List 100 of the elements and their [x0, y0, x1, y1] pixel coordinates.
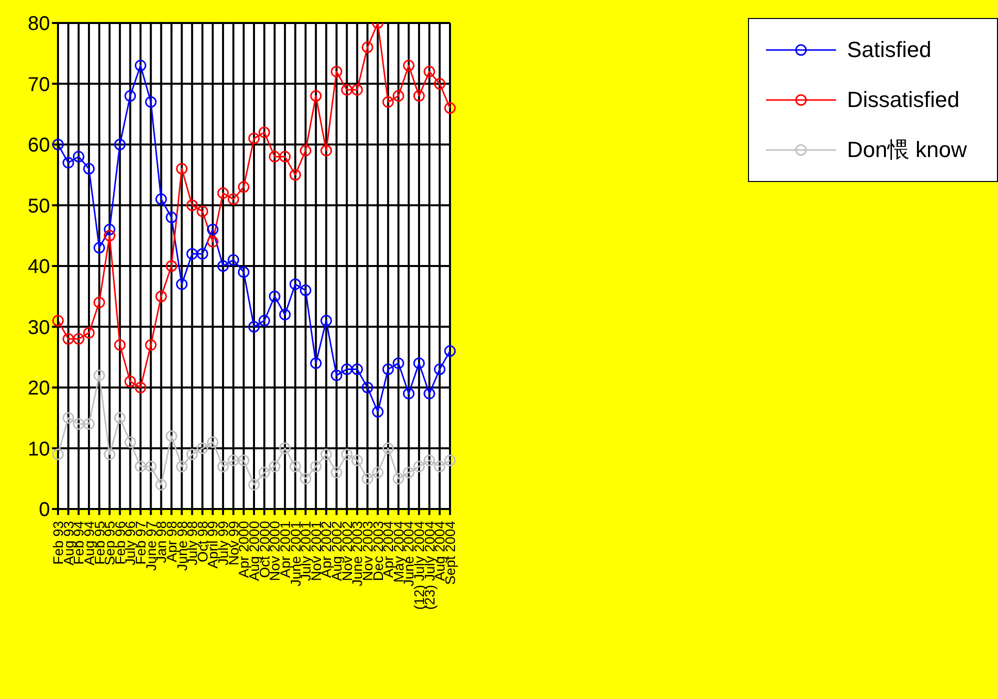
- point: [341, 448, 353, 460]
- point: [104, 224, 116, 236]
- point: [166, 212, 178, 224]
- point: [402, 388, 414, 400]
- point: [72, 333, 84, 345]
- point: [206, 436, 218, 448]
- point: [104, 230, 116, 242]
- point: [134, 382, 146, 394]
- point: [83, 327, 95, 339]
- y-tick-label: 10: [28, 438, 50, 460]
- point: [413, 90, 425, 102]
- y-tick-label: 40: [28, 256, 50, 278]
- point: [310, 460, 322, 472]
- point: [320, 144, 332, 156]
- point: [94, 242, 106, 254]
- point: [341, 84, 353, 96]
- point: [248, 478, 260, 490]
- point: [320, 448, 332, 460]
- point: [83, 163, 95, 175]
- point: [62, 412, 74, 424]
- point: [166, 260, 178, 272]
- point: [268, 290, 280, 302]
- point: [94, 296, 106, 308]
- point: [290, 169, 302, 181]
- point: [83, 418, 95, 430]
- point: [300, 472, 312, 484]
- point: [444, 454, 456, 466]
- y-tick-label: 80: [28, 13, 50, 36]
- point: [258, 466, 270, 478]
- point: [372, 406, 384, 418]
- point: [351, 84, 363, 96]
- point: [402, 466, 414, 478]
- y-tick-label: 70: [28, 74, 50, 96]
- point: [238, 454, 250, 466]
- y-tick-label: 20: [28, 378, 50, 400]
- point: [290, 460, 302, 472]
- point: [300, 284, 312, 296]
- point: [62, 333, 74, 345]
- point: [402, 60, 414, 72]
- point: [186, 448, 198, 460]
- point: [114, 412, 126, 424]
- point: [206, 236, 218, 248]
- point: [279, 442, 291, 454]
- point: [444, 102, 456, 114]
- point: [217, 260, 229, 272]
- point: [114, 138, 126, 150]
- point: [310, 357, 322, 369]
- point: [217, 460, 229, 472]
- point: [176, 163, 188, 175]
- point: [434, 364, 446, 376]
- point: [413, 357, 425, 369]
- point: [217, 187, 229, 199]
- point: [444, 345, 456, 357]
- point: [258, 126, 270, 138]
- point: [186, 200, 198, 211]
- point: [124, 376, 136, 388]
- point: [351, 364, 363, 376]
- point: [330, 466, 342, 478]
- point: [424, 388, 436, 400]
- point: [382, 364, 394, 376]
- point: [382, 442, 394, 454]
- point: [341, 364, 353, 376]
- point: [196, 248, 208, 260]
- point: [155, 193, 167, 205]
- point: [155, 478, 167, 490]
- point: [124, 90, 136, 102]
- point: [134, 60, 146, 72]
- point: [300, 144, 312, 156]
- point: [104, 448, 116, 460]
- point: [145, 96, 157, 108]
- point: [279, 308, 291, 320]
- y-tick-label: 50: [28, 195, 50, 218]
- point: [434, 78, 446, 90]
- point: [413, 460, 425, 472]
- point: [248, 321, 260, 332]
- point: [372, 466, 384, 478]
- y-tick-label: 60: [28, 134, 50, 157]
- point: [145, 460, 157, 472]
- point: [310, 90, 322, 102]
- point: [166, 430, 178, 442]
- point: [72, 418, 84, 430]
- point: [176, 460, 188, 472]
- point: [228, 454, 240, 466]
- point: [145, 339, 157, 351]
- point: [134, 460, 146, 472]
- point: [424, 454, 436, 466]
- point: [124, 436, 136, 448]
- point: [196, 206, 208, 218]
- point: [62, 156, 74, 168]
- point: [114, 339, 126, 351]
- point: [268, 460, 280, 472]
- point: [382, 96, 394, 108]
- point: [362, 382, 374, 394]
- point: [320, 314, 332, 326]
- point: [362, 472, 374, 484]
- point: [206, 224, 218, 236]
- y-tick-label: 30: [28, 316, 50, 339]
- point: [290, 278, 302, 290]
- point: [94, 370, 106, 382]
- legend-label: Satisfied: [847, 37, 932, 63]
